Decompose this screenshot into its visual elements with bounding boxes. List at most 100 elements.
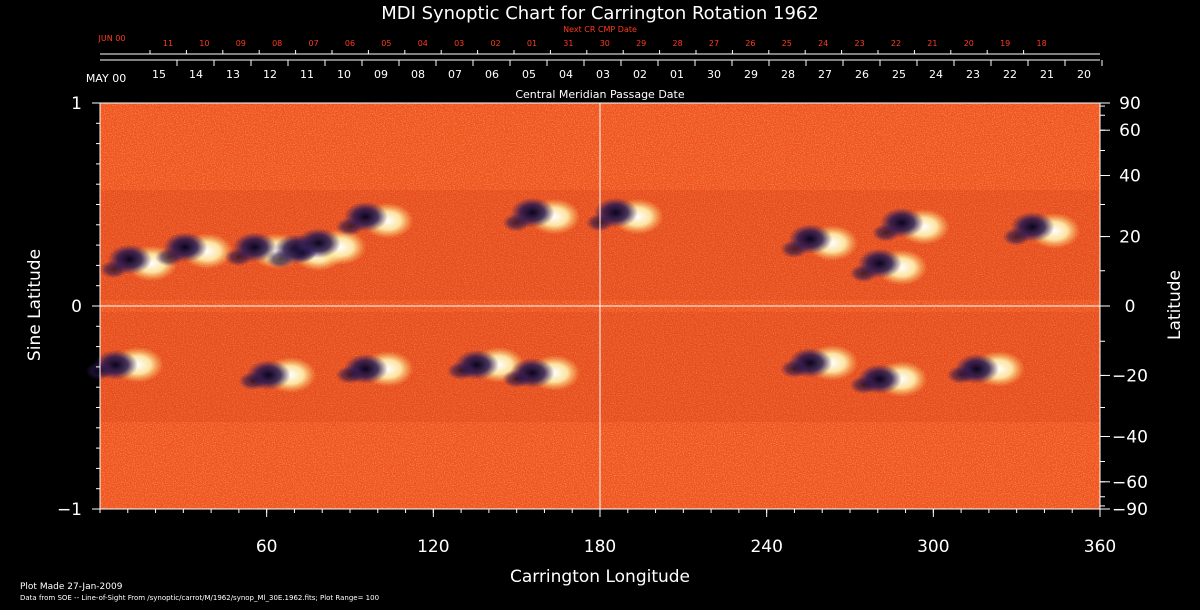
next-cmp-date-label: 04 bbox=[418, 39, 428, 48]
right-tick-label: 60 bbox=[1119, 121, 1141, 141]
x-tick-label: 300 bbox=[917, 537, 949, 557]
cmp-date-label: 04 bbox=[559, 68, 573, 81]
cmp-date-label: 25 bbox=[892, 68, 906, 81]
cmp-date-label: 24 bbox=[929, 68, 943, 81]
next-cmp-date-label: 28 bbox=[673, 39, 683, 48]
right-axis: 90 60 40 20 0 −20 −40 −60 −90 bbox=[1100, 94, 1148, 520]
negative-trail-blob bbox=[849, 264, 878, 283]
plot-made-note: Plot Made 27-Jan-2009 bbox=[20, 582, 123, 592]
right-tick-label: −20 bbox=[1112, 366, 1148, 386]
cmp-date-label: 10 bbox=[337, 68, 351, 81]
negative-trail-blob bbox=[502, 369, 531, 388]
negative-trail-blob bbox=[946, 365, 975, 384]
cmp-date-label: 05 bbox=[522, 68, 536, 81]
next-cmp-date-label: 18 bbox=[1037, 39, 1047, 48]
x-axis-label: Carrington Longitude bbox=[510, 567, 690, 587]
x-tick-label: 60 bbox=[256, 537, 278, 557]
cmp-date-label: 21 bbox=[1040, 68, 1054, 81]
right-tick-label: 20 bbox=[1119, 228, 1141, 248]
cmp-date-label: 06 bbox=[485, 68, 499, 81]
cmp-date-label: 01 bbox=[670, 68, 684, 81]
negative-trail-blob bbox=[238, 371, 267, 390]
cmp-date-label: 11 bbox=[300, 68, 314, 81]
cmp-date-label: 29 bbox=[744, 68, 758, 81]
next-cmp-date-label: 06 bbox=[345, 39, 355, 48]
next-cmp-date-label: 30 bbox=[600, 39, 610, 48]
cmp-date-label: 20 bbox=[1077, 68, 1091, 81]
cmp-label: Central Meridian Passage Date bbox=[515, 88, 684, 101]
next-cmp-date-label: 03 bbox=[454, 39, 464, 48]
next-cmp-date-label: 23 bbox=[855, 39, 865, 48]
cmp-date-label: 13 bbox=[226, 68, 240, 81]
negative-trail-blob bbox=[99, 260, 128, 279]
cmp-date-label: 28 bbox=[781, 68, 795, 81]
next-cmp-date-label: 29 bbox=[636, 39, 646, 48]
cmp-date-label: 08 bbox=[411, 68, 425, 81]
negative-trail-blob bbox=[1002, 227, 1031, 246]
negative-trail-blob bbox=[224, 248, 253, 267]
right-tick-label: −60 bbox=[1112, 473, 1148, 493]
negative-trail-blob bbox=[335, 365, 364, 384]
next-cmp-date-label: 07 bbox=[309, 39, 319, 48]
x-tick-label: 360 bbox=[1084, 537, 1116, 557]
negative-trail-blob bbox=[155, 248, 184, 267]
right-tick-label: 40 bbox=[1119, 167, 1141, 187]
next-cmp-date-label: 10 bbox=[199, 39, 209, 48]
left-axis: 1 0 −1 bbox=[57, 94, 100, 520]
next-cmp-date-label: 24 bbox=[818, 39, 828, 48]
right-axis-label: Latitude bbox=[1165, 270, 1185, 340]
right-tick-label: 0 bbox=[1125, 297, 1136, 317]
next-cmp-ticks: 11 10 09 08 07 06 05 04 03 02 01 31 30 29 28 27 26 25 24 23… bbox=[149, 39, 1047, 54]
negative-trail-blob bbox=[780, 359, 809, 378]
x-tick-label: 120 bbox=[417, 537, 449, 557]
next-cmp-date-label: 08 bbox=[272, 39, 282, 48]
next-cmp-date-label: 26 bbox=[745, 39, 755, 48]
next-cmp-date-label: 21 bbox=[927, 39, 937, 48]
left-tick-label: −1 bbox=[57, 500, 82, 520]
next-cmp-date-label: 31 bbox=[563, 39, 573, 48]
negative-trail-blob bbox=[849, 376, 878, 395]
cmp-date-label: 02 bbox=[633, 68, 647, 81]
gridlines bbox=[100, 103, 1100, 509]
cmp-date-label: 07 bbox=[448, 68, 462, 81]
chart-title: MDI Synoptic Chart for Carrington Rotati… bbox=[381, 3, 819, 24]
negative-trail-blob bbox=[871, 223, 900, 242]
negative-trail-blob bbox=[288, 244, 317, 263]
negative-trail-blob bbox=[780, 240, 809, 259]
negative-trail-blob bbox=[502, 213, 531, 232]
next-cmp-label: Next CR CMP Date bbox=[563, 25, 637, 34]
left-axis-label: Sine Latitude bbox=[25, 249, 45, 361]
cmp-month: MAY 00 bbox=[86, 72, 126, 85]
cmp-date-label: 30 bbox=[707, 68, 721, 81]
x-tick-label: 240 bbox=[750, 537, 782, 557]
right-tick-label: −90 bbox=[1112, 500, 1148, 520]
plot-area bbox=[85, 102, 1101, 510]
cmp-date-label: 22 bbox=[1003, 68, 1017, 81]
next-cmp-date-label: 27 bbox=[709, 39, 719, 48]
cmp-date-label: 14 bbox=[189, 68, 203, 81]
next-cmp-date-label: 19 bbox=[1000, 39, 1010, 48]
next-cmp-date-label: 25 bbox=[782, 39, 792, 48]
x-tick-label: 180 bbox=[584, 537, 616, 557]
cmp-date-label: 27 bbox=[818, 68, 832, 81]
right-tick-label: −40 bbox=[1112, 427, 1148, 447]
next-cmp-date-label: 20 bbox=[964, 39, 974, 48]
cmp-date-label: 09 bbox=[374, 68, 388, 81]
left-tick-label: 1 bbox=[71, 94, 82, 114]
bottom-axis: 60 120 180 240 300 360 bbox=[99, 509, 1116, 557]
active-regions bbox=[85, 197, 1081, 398]
left-tick-label: 0 bbox=[71, 297, 82, 317]
cmp-ticks: 15 14 13 12 11 10 09 08 07 06 05 04 03 02 01 30 29 28 27 26… bbox=[152, 60, 1103, 81]
negative-trail-blob bbox=[335, 217, 364, 236]
cmp-date-label: 26 bbox=[855, 68, 869, 81]
data-source-note: Data from SOE -- Line-of-Sight From /syn… bbox=[20, 594, 379, 602]
next-cmp-date-label: 09 bbox=[236, 39, 246, 48]
next-cmp-date-label: 11 bbox=[163, 39, 173, 48]
cmp-date-label: 23 bbox=[966, 68, 980, 81]
next-cmp-date-label: 02 bbox=[491, 39, 501, 48]
cmp-date-label: 12 bbox=[263, 68, 277, 81]
next-cmp-date-label: 05 bbox=[381, 39, 391, 48]
next-cmp-date-label: 22 bbox=[891, 39, 901, 48]
cmp-date-label: 15 bbox=[152, 68, 166, 81]
